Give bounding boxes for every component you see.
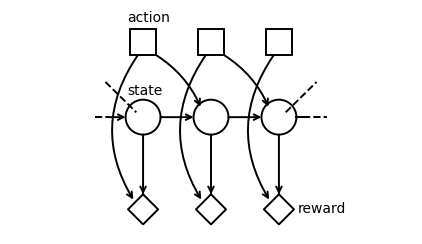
Bar [197, 29, 225, 55]
Text: action: action [127, 11, 170, 25]
Text: state: state [127, 84, 162, 98]
Text: reward: reward [298, 202, 346, 216]
Bar [265, 29, 292, 55]
Bar [130, 29, 157, 55]
